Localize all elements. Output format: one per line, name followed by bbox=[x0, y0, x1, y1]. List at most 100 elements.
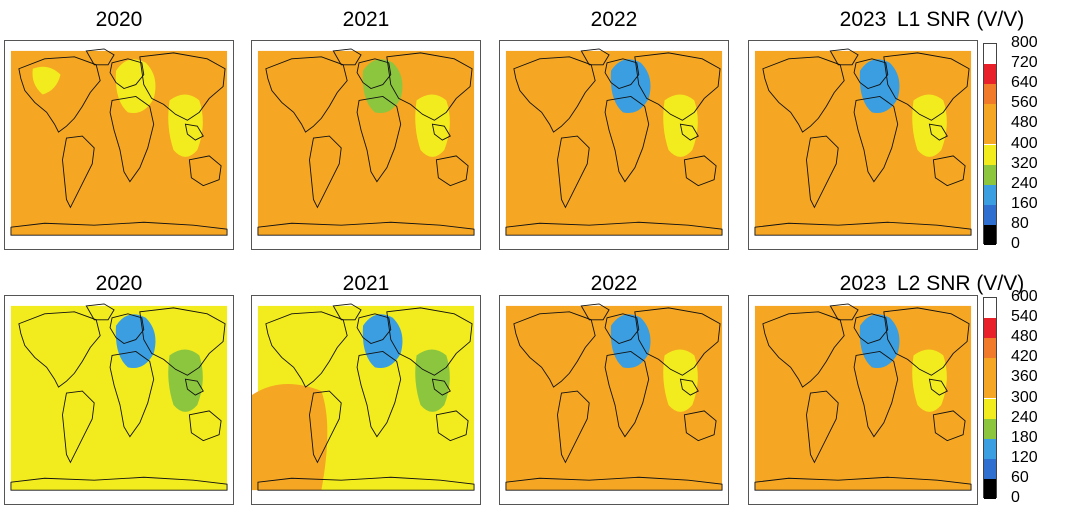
coastline-south-america bbox=[557, 390, 590, 464]
coastline-south-america bbox=[62, 390, 95, 464]
coastline-africa bbox=[604, 95, 650, 183]
coastline-antarctica bbox=[257, 221, 475, 236]
coastline-africa bbox=[853, 95, 899, 183]
colorbar-segment bbox=[984, 84, 996, 105]
coastline-africa bbox=[109, 350, 155, 438]
colorbar-segment bbox=[984, 164, 996, 185]
coastline-se-asia bbox=[184, 123, 204, 141]
coastline-north-america bbox=[18, 311, 101, 388]
coastline-se-asia bbox=[431, 123, 451, 141]
coastline-north-america bbox=[18, 56, 101, 133]
coastline-south-america bbox=[806, 390, 839, 464]
map-svg bbox=[10, 303, 228, 491]
colorbar-tick-label: 800 bbox=[1011, 34, 1038, 51]
colorbar-title: L2 SNR (V/V) bbox=[897, 272, 1025, 295]
map-panel bbox=[499, 40, 729, 250]
colorbar-segment bbox=[984, 104, 996, 125]
panel-year-title: 2023 bbox=[839, 8, 887, 31]
map-panel bbox=[748, 295, 978, 505]
coastline-north-america bbox=[265, 311, 348, 388]
colorbar-segment bbox=[984, 318, 996, 339]
snr-region-europe-mideast bbox=[859, 59, 900, 114]
coastline-asia bbox=[139, 52, 226, 121]
coastline-asia bbox=[883, 52, 970, 121]
coastline-north-america bbox=[513, 311, 596, 388]
coastline-australia bbox=[932, 155, 966, 187]
colorbar-tick-label: 600 bbox=[1011, 288, 1038, 305]
colorbar-tick-label: 80 bbox=[1011, 214, 1029, 232]
snr-region-europe-mideast bbox=[859, 314, 900, 369]
colorbar-segment bbox=[984, 124, 996, 145]
snr-region-europe-mideast bbox=[362, 59, 403, 114]
colorbar-tick-label: 400 bbox=[1011, 134, 1038, 152]
coastline-greenland bbox=[829, 48, 859, 66]
map-svg bbox=[257, 48, 475, 236]
coastline-asia bbox=[634, 307, 721, 376]
colorbar-tick-label: 560 bbox=[1011, 94, 1038, 112]
colorbar-tick-label: 360 bbox=[1011, 368, 1038, 386]
colorbar-tick-label: 0 bbox=[1011, 489, 1020, 506]
coastline-europe bbox=[604, 58, 640, 90]
map-panel bbox=[251, 295, 481, 505]
panel-year-title: 2022 bbox=[590, 8, 638, 31]
snr-region-americas bbox=[32, 66, 61, 95]
coastline-greenland bbox=[332, 48, 362, 66]
coastline-africa bbox=[356, 350, 402, 438]
colorbar-tick-label: 300 bbox=[1011, 388, 1038, 406]
colorbar bbox=[983, 43, 997, 245]
coastline-europe bbox=[604, 313, 640, 345]
colorbar bbox=[983, 297, 997, 499]
coastline-asia bbox=[634, 52, 721, 121]
map-svg bbox=[505, 48, 723, 236]
coastline-south-america bbox=[62, 135, 95, 209]
colorbar-tick-label: 640 bbox=[1011, 74, 1038, 92]
coastline-south-america bbox=[309, 135, 342, 209]
coastline-antarctica bbox=[505, 476, 723, 491]
colorbar-segment bbox=[984, 338, 996, 359]
coastline-europe bbox=[853, 58, 889, 90]
coastline-australia bbox=[932, 410, 966, 442]
coastline-asia bbox=[386, 52, 473, 121]
map-svg bbox=[754, 48, 972, 236]
coastline-north-america bbox=[762, 56, 845, 133]
colorbar-segment bbox=[984, 144, 996, 165]
coastline-africa bbox=[853, 350, 899, 438]
map-panel bbox=[4, 295, 234, 505]
snr-region-europe-mideast bbox=[115, 59, 156, 114]
colorbar-tick-label: 320 bbox=[1011, 154, 1038, 172]
coastline-australia bbox=[683, 410, 717, 442]
coastline-se-asia bbox=[928, 378, 948, 396]
coastline-se-asia bbox=[431, 378, 451, 396]
snr-region-europe-mideast bbox=[115, 314, 156, 369]
coastline-europe bbox=[853, 313, 889, 345]
panel-year-title: 2021 bbox=[342, 8, 390, 31]
coastline-antarctica bbox=[505, 221, 723, 236]
coastline-greenland bbox=[332, 303, 362, 321]
colorbar-tick-label: 160 bbox=[1011, 194, 1038, 212]
coastline-north-america bbox=[762, 311, 845, 388]
coastline-antarctica bbox=[10, 221, 228, 236]
map-svg bbox=[10, 48, 228, 236]
coastline-antarctica bbox=[10, 476, 228, 491]
coastline-asia bbox=[883, 307, 970, 376]
coastline-antarctica bbox=[257, 476, 475, 491]
coastline-asia bbox=[139, 307, 226, 376]
coastline-se-asia bbox=[184, 378, 204, 396]
coastline-australia bbox=[188, 155, 222, 187]
colorbar-segment bbox=[984, 224, 996, 245]
map-panel bbox=[251, 40, 481, 250]
colorbar-segment bbox=[984, 478, 996, 499]
colorbar-tick-label: 120 bbox=[1011, 448, 1038, 466]
coastline-europe bbox=[109, 313, 145, 345]
map-svg bbox=[252, 303, 475, 491]
coastline-australia bbox=[435, 410, 469, 442]
coastline-south-america bbox=[806, 135, 839, 209]
colorbar-tick-label: 480 bbox=[1011, 114, 1038, 132]
colorbar-tick-label: 180 bbox=[1011, 428, 1038, 446]
colorbar-segment bbox=[984, 398, 996, 419]
coastline-asia bbox=[386, 307, 473, 376]
coastline-greenland bbox=[85, 48, 115, 66]
panel-year-title: 2021 bbox=[342, 272, 390, 295]
coastline-greenland bbox=[829, 303, 859, 321]
snr-region-south-america bbox=[252, 384, 328, 491]
